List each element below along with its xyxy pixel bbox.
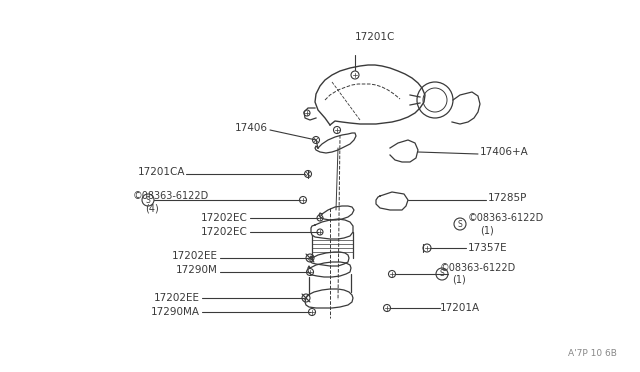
Text: 17202EC: 17202EC xyxy=(201,213,248,223)
Text: 17201C: 17201C xyxy=(355,32,396,42)
Text: ©08363-6122D: ©08363-6122D xyxy=(440,263,516,273)
Text: 17290MA: 17290MA xyxy=(151,307,200,317)
Text: 17357E: 17357E xyxy=(468,243,508,253)
Text: 17202EE: 17202EE xyxy=(172,251,218,261)
Text: 17406: 17406 xyxy=(235,123,268,133)
Text: 17285P: 17285P xyxy=(488,193,527,203)
Text: ©08363-6122D: ©08363-6122D xyxy=(133,191,209,201)
Text: 17202EE: 17202EE xyxy=(154,293,200,303)
Text: A'7P 10 6B: A'7P 10 6B xyxy=(568,349,617,358)
Text: 17201CA: 17201CA xyxy=(138,167,185,177)
Text: 17201A: 17201A xyxy=(440,303,480,313)
Text: 17290M: 17290M xyxy=(176,265,218,275)
Text: ©08363-6122D: ©08363-6122D xyxy=(468,213,544,223)
Text: (4): (4) xyxy=(145,203,159,213)
Text: S: S xyxy=(440,269,444,279)
Text: 17406+A: 17406+A xyxy=(480,147,529,157)
Text: (1): (1) xyxy=(480,225,493,235)
Text: S: S xyxy=(458,219,462,228)
Text: (1): (1) xyxy=(452,275,466,285)
Text: 17202EC: 17202EC xyxy=(201,227,248,237)
Text: S: S xyxy=(146,196,150,205)
